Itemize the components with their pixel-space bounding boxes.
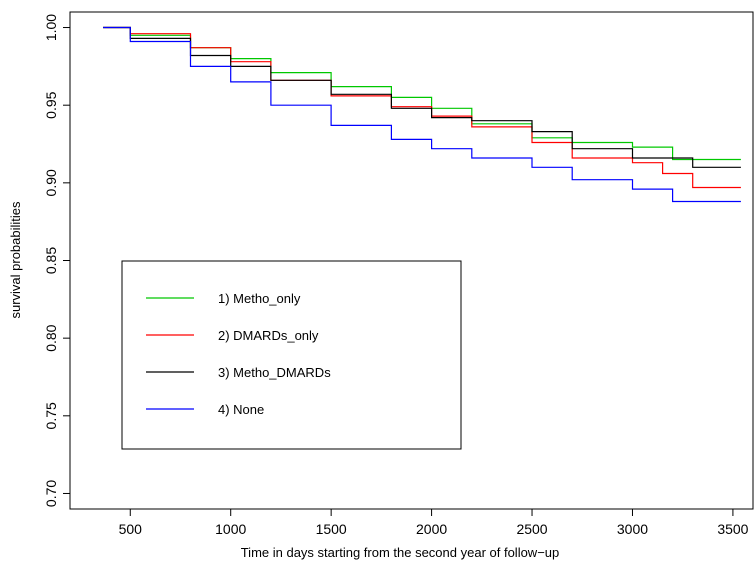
legend-label: 1) Metho_only [218,291,301,306]
y-tick-label: 0.70 [43,480,59,507]
legend: 1) Metho_only 2) DMARDs_only 3) Metho_DMAR… [121,260,462,450]
series-line-4 [103,26,741,203]
legend-box [121,260,462,450]
y-tick-label: 0.95 [43,91,59,118]
legend-label: 2) DMARDs_only [218,328,319,343]
x-tick-label: 2000 [416,521,447,537]
y-tick-label: 0.90 [43,169,59,196]
y-axis-title: survival probabilities [8,201,23,319]
x-tick-label: 1000 [215,521,246,537]
y-tick-label: 1.00 [43,14,59,41]
y-tick-label: 0.75 [43,402,59,429]
legend-items: 1) Metho_only 2) DMARDs_only 3) Metho_DMAR… [146,291,331,417]
x-tick-label: 3000 [617,521,648,537]
y-tick-label: 0.80 [43,324,59,351]
series-layer [103,26,741,203]
y-tick-label: 0.85 [43,247,59,274]
legend-label: 3) Metho_DMARDs [218,365,331,380]
x-axis-title: Time in days starting from the second ye… [241,545,560,560]
x-tick-label: 1500 [316,521,347,537]
x-tick-label: 2500 [516,521,547,537]
x-tick-label: 3500 [717,521,748,537]
series-line-2 [103,26,741,189]
legend-label: 4) None [218,402,264,417]
y-axis: 0.70 0.75 0.80 0.85 0.90 0.95 1.00 [43,14,70,507]
series-line-3 [103,26,741,168]
x-axis: 500 1000 1500 2000 2500 3000 3500 [119,509,749,537]
x-tick-label: 500 [119,521,143,537]
